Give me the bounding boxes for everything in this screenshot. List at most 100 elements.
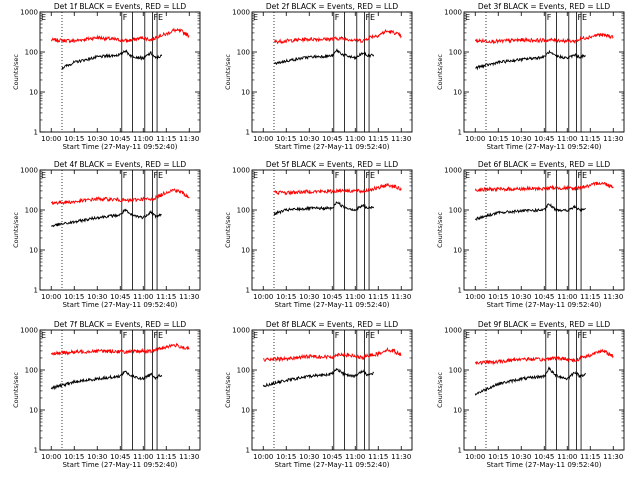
- x-tick-label: 11:15: [580, 453, 600, 461]
- events-series-line: [262, 367, 375, 388]
- chart-panel-6: Det 6f BLACK = Events, RED = LLD 1 10 100 10…: [436, 160, 625, 309]
- mark-e-label: E: [582, 171, 587, 180]
- x-tick-label: 10:30: [299, 453, 319, 461]
- y-axis-label: Counts/sec: [436, 372, 444, 408]
- x-tick-label: 11:30: [391, 453, 411, 461]
- lld-series-line: [273, 182, 402, 196]
- x-tick-label: 10:30: [511, 135, 531, 143]
- x-tick-label: 10:30: [511, 293, 531, 301]
- x-tick-label: 11:30: [179, 453, 199, 461]
- x-tick-label: 10:00: [41, 453, 61, 461]
- chart-title: Det 3f BLACK = Events, RED = LLD: [478, 2, 611, 11]
- x-tick-label: 10:45: [534, 135, 554, 143]
- x-tick-label: 10:15: [276, 453, 296, 461]
- y-axis-label: Counts/sec: [224, 212, 232, 248]
- y-axis-label: Counts/sec: [12, 212, 20, 248]
- mark-e-label: E: [158, 331, 163, 340]
- x-tick-label: 11:15: [580, 293, 600, 301]
- chart-panel-5: Det 5f BLACK = Events, RED = LLD 1 10 100 10…: [224, 160, 413, 309]
- y-tick-label: 10: [453, 247, 462, 255]
- mark-f-label: F: [365, 13, 370, 22]
- x-tick-label: 10:15: [276, 135, 296, 143]
- x-tick-label: 11:30: [603, 293, 623, 301]
- x-tick-label: 11:15: [368, 453, 388, 461]
- x-tick-label: 11:30: [179, 135, 199, 143]
- chart-panel-3: Det 3f BLACK = Events, RED = LLD 1 10 100 10…: [436, 2, 625, 151]
- mark-e-label: E: [465, 13, 470, 22]
- mark-e-label: E: [370, 171, 375, 180]
- y-tick-label: 100: [237, 207, 250, 215]
- x-tick-label: 10:15: [488, 453, 508, 461]
- lld-series-line: [273, 28, 402, 45]
- chart-title: Det 4f BLACK = Events, RED = LLD: [54, 160, 187, 169]
- mark-e-label: E: [253, 331, 258, 340]
- x-tick-label: 10:00: [41, 293, 61, 301]
- chart-title: Det 6f BLACK = Events, RED = LLD: [478, 160, 611, 169]
- x-tick-label: 11:00: [345, 135, 365, 143]
- events-series-line: [50, 370, 163, 391]
- x-tick-label: 10:00: [465, 293, 485, 301]
- mark-f-label: F: [335, 13, 340, 22]
- y-tick-label: 1: [246, 129, 250, 137]
- lld-series-line: [263, 347, 402, 363]
- plot-frame: [463, 11, 625, 133]
- x-tick-label: 11:00: [133, 453, 153, 461]
- events-series-line: [51, 208, 162, 228]
- y-tick-label: 10: [241, 407, 250, 415]
- mark-f-label: F: [123, 331, 128, 340]
- mark-e-label: E: [465, 171, 470, 180]
- x-tick-label: 11:00: [345, 453, 365, 461]
- chart-title: Det 7f BLACK = Events, RED = LLD: [54, 320, 187, 329]
- y-tick-label: 10: [453, 407, 462, 415]
- y-tick-label: 100: [449, 49, 462, 57]
- lld-series-line: [474, 32, 614, 45]
- lld-series-line: [474, 348, 614, 366]
- mark-f-label: F: [365, 171, 370, 180]
- y-tick-label: 1: [246, 447, 250, 455]
- mark-f-label: F: [153, 13, 158, 22]
- plot-frame: [251, 329, 413, 451]
- mark-f-label: F: [365, 331, 370, 340]
- chart-title: Det 9f BLACK = Events, RED = LLD: [478, 320, 611, 329]
- y-tick-label: 10: [241, 89, 250, 97]
- x-tick-label: 10:30: [511, 453, 531, 461]
- x-tick-label: 10:30: [87, 453, 107, 461]
- x-tick-label: 10:45: [322, 293, 342, 301]
- plot-frame: [39, 329, 201, 451]
- y-tick-label: 10: [241, 247, 250, 255]
- mark-f-label: F: [335, 331, 340, 340]
- x-tick-label: 11:00: [557, 293, 577, 301]
- x-tick-label: 11:00: [345, 293, 365, 301]
- x-tick-label: 10:30: [299, 135, 319, 143]
- x-tick-label: 10:30: [87, 293, 107, 301]
- x-tick-label: 10:15: [64, 453, 84, 461]
- y-tick-label: 100: [237, 367, 250, 375]
- chart-panel-7: Det 7f BLACK = Events, RED = LLD 1 10 100 10…: [12, 320, 201, 469]
- mark-e-label: E: [582, 13, 587, 22]
- events-series-line: [61, 49, 163, 70]
- mark-e-label: E: [41, 171, 46, 180]
- y-tick-label: 1000: [232, 327, 250, 335]
- plot-frame: [251, 169, 413, 291]
- events-series-line: [475, 49, 586, 71]
- y-tick-label: 1000: [444, 167, 462, 175]
- x-tick-label: 10:15: [64, 135, 84, 143]
- chart-title: Det 8f BLACK = Events, RED = LLD: [266, 320, 399, 329]
- chart-panel-8: Det 8f BLACK = Events, RED = LLD 1 10 100 10…: [224, 320, 413, 469]
- x-tick-label: 10:15: [488, 135, 508, 143]
- x-tick-label: 11:00: [557, 453, 577, 461]
- mark-e-label: E: [158, 13, 163, 22]
- y-tick-label: 1: [458, 287, 462, 295]
- x-tick-label: 10:45: [110, 135, 130, 143]
- y-tick-label: 1: [34, 129, 38, 137]
- y-tick-label: 100: [237, 49, 250, 57]
- chart-panel-9: Det 9f BLACK = Events, RED = LLD 1 10 100 10…: [436, 320, 625, 469]
- mark-e-label: E: [465, 331, 470, 340]
- plot-frame: [463, 169, 625, 291]
- y-axis-label: Counts/sec: [12, 54, 20, 90]
- plot-frame: [463, 329, 625, 451]
- y-tick-label: 1000: [20, 9, 38, 17]
- events-series-line: [273, 201, 375, 216]
- x-tick-label: 11:00: [557, 135, 577, 143]
- chart-title: Det 5f BLACK = Events, RED = LLD: [266, 160, 399, 169]
